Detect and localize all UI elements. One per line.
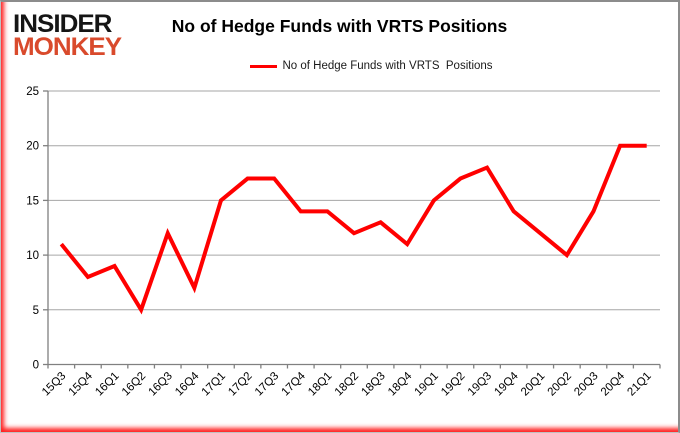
y-tick-label: 10: [26, 250, 39, 262]
data-line: [59, 143, 647, 315]
x-tick-label: 20Q2: [546, 370, 574, 398]
x-tick-label: 18Q4: [386, 370, 415, 399]
x-tick-label: 20Q1: [519, 370, 547, 398]
x-tick-label: 15Q3: [40, 370, 68, 398]
y-tick-label: 15: [26, 195, 39, 207]
logo-line1: INSIDER: [13, 9, 112, 38]
x-tick-label: 18Q2: [333, 370, 361, 398]
y-tick-label: 20: [26, 141, 39, 153]
x-tick-label: 17Q1: [200, 370, 228, 398]
x-tick-label: 19Q2: [439, 370, 467, 398]
legend: No of Hedge Funds with VRTS Positions: [33, 60, 678, 72]
x-tick-label: 17Q2: [226, 370, 254, 398]
x-tick-label: 16Q2: [120, 370, 148, 398]
x-tick-label: 19Q3: [466, 370, 494, 398]
x-tick-label: 15Q4: [67, 370, 96, 399]
x-tick-label: 16Q3: [146, 370, 174, 398]
x-tick-label: 20Q4: [599, 370, 628, 399]
x-tick-label: 19Q1: [413, 370, 441, 398]
x-tick-label: 16Q1: [93, 370, 121, 398]
x-tick-label: 17Q3: [253, 370, 281, 398]
x-tick-label: 17Q4: [280, 370, 309, 399]
logo-line2: MONKEY: [13, 31, 122, 61]
y-tick-label: 0: [33, 360, 39, 372]
x-tick-label: 20Q3: [572, 370, 600, 398]
legend-label: No of Hedge Funds with VRTS Positions: [282, 60, 493, 72]
y-tick-label: 5: [33, 305, 39, 317]
x-tick-label: 19Q4: [492, 370, 521, 399]
chart-title: No of Hedge Funds with VRTS Positions: [171, 16, 508, 36]
x-tick-label: 16Q4: [173, 370, 202, 399]
x-tick-label: 18Q3: [359, 370, 387, 398]
insider-monkey-logo: INSIDER MONKEY: [13, 9, 122, 61]
y-tick-label: 25: [26, 86, 39, 98]
legend-line-swatch: [250, 64, 278, 68]
x-tick-label: 18Q1: [306, 370, 334, 398]
x-tick-label: 21Q1: [625, 370, 653, 398]
